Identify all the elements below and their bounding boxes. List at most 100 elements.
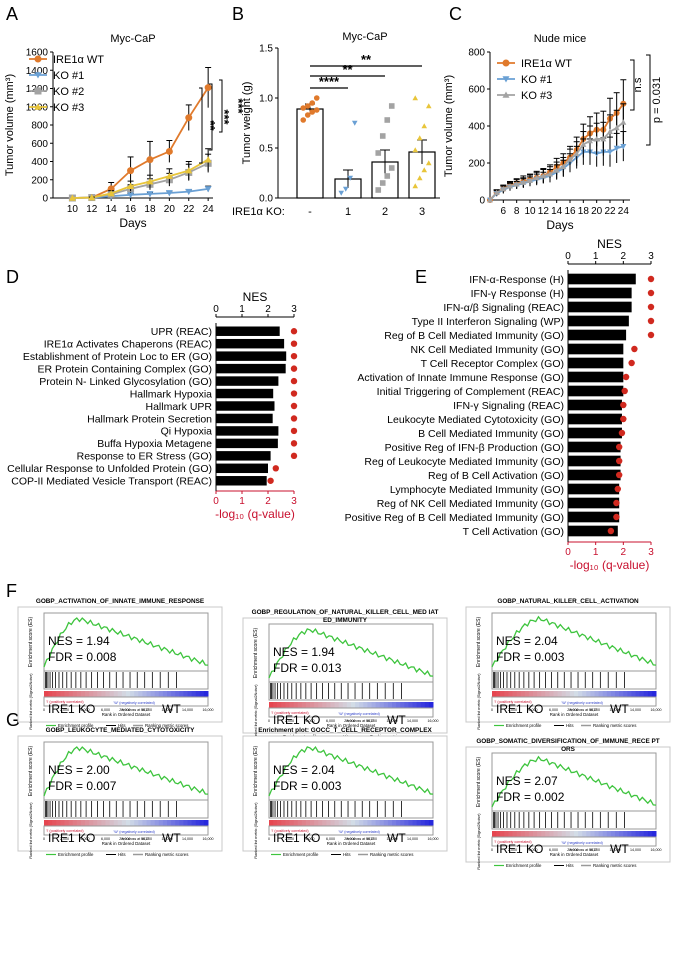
nes-tick-label: 2 xyxy=(621,251,627,262)
q-dot xyxy=(614,485,621,493)
rank-gradient xyxy=(541,691,546,697)
rank-gradient xyxy=(520,831,526,837)
legend-marker xyxy=(502,59,510,67)
category-label: IFN-γ Signaling (REAC) xyxy=(453,400,564,412)
y-tick-label: 600 xyxy=(468,85,485,96)
rank-tick-label: 8,000 xyxy=(122,708,131,712)
rank-gradient xyxy=(342,820,348,826)
data-point xyxy=(487,197,493,203)
rank-gradient xyxy=(64,820,70,826)
rank-gradient xyxy=(167,820,172,826)
category-label: 1 xyxy=(345,206,351,218)
rank-gradient xyxy=(277,820,282,826)
nes-value: NES = 2.00 xyxy=(48,763,110,777)
y-tick-label: 800 xyxy=(31,121,48,132)
rank-gradient xyxy=(142,820,147,826)
rank-gradient xyxy=(101,691,106,697)
legend-label: Hits xyxy=(566,723,574,728)
rank-gradient xyxy=(553,831,559,837)
negative-label: 'W' (negatively correlated) xyxy=(339,712,380,716)
x-axis-label: IRE1α KO: xyxy=(232,206,285,218)
rank-gradient xyxy=(651,691,657,697)
nes-tick-label: 1 xyxy=(239,304,245,315)
data-point xyxy=(165,147,173,155)
rank-gradient xyxy=(396,820,401,826)
zero-cross-label: Zero cross at 9617 xyxy=(119,708,149,712)
data-point xyxy=(560,163,567,170)
rank-tick-label: 6,000 xyxy=(326,837,335,841)
rank-gradient xyxy=(338,820,344,826)
q-tick-label: 1 xyxy=(239,496,245,507)
rank-gradient xyxy=(179,820,184,826)
q-dot xyxy=(290,440,298,447)
zero-cross-label: Zero cross at 9617 xyxy=(119,837,149,841)
x-tick-label: 16 xyxy=(125,204,137,215)
legend-label: KO #1 xyxy=(521,74,552,86)
rank-axis-label: Rank in Ordered Dataset xyxy=(102,712,151,717)
es-plot xyxy=(43,741,209,801)
q-tick-label: 0 xyxy=(565,547,571,558)
series-line xyxy=(72,158,209,199)
q-dot xyxy=(290,427,298,435)
rank-gradient xyxy=(504,691,509,697)
data-point xyxy=(421,167,428,173)
category-label: Reg of Leukocyte Mediated Immunity (GO) xyxy=(364,456,564,468)
rank-gradient xyxy=(606,691,612,697)
rank-gradient xyxy=(334,820,340,826)
rank-tick-label: 16,000 xyxy=(651,708,662,712)
data-point xyxy=(146,156,154,164)
y-tick-label: 1.0 xyxy=(259,94,273,105)
nes-bar xyxy=(568,525,618,537)
nes-bar xyxy=(568,315,629,327)
rank-gradient xyxy=(396,702,401,708)
y-tick-label: 400 xyxy=(468,122,485,133)
rank-gradient xyxy=(610,691,616,697)
category-label: Hallmark Protein Secretion xyxy=(87,413,212,425)
significance-bracket xyxy=(219,79,223,133)
q-axis-label: -log₁₀ (q-value) xyxy=(215,507,295,521)
nes-bar xyxy=(568,483,620,495)
data-point xyxy=(587,137,593,144)
nes-bar xyxy=(568,371,624,383)
nes-tick-label: 2 xyxy=(265,304,271,315)
gsea-title: GOBP_LEUKOCYTE_MEDIATED_CYTOTOXICITY xyxy=(46,727,196,734)
rank-gradient xyxy=(101,820,106,826)
data-point xyxy=(388,103,395,109)
q-tick-label: 0 xyxy=(213,496,219,507)
rank-tick-label: 8,000 xyxy=(122,837,131,841)
nes-bar xyxy=(216,401,275,411)
gsea-plot-4: GOBP_LEUKOCYTE_MEDIATED_CYTOTOXICITY Enri… xyxy=(17,727,223,859)
category-label: Cellular Response to Unfolded Protein (G… xyxy=(7,463,212,475)
category-label: Qi Hypoxia xyxy=(161,426,213,438)
category-label: T Cell Activation (GO) xyxy=(463,526,564,538)
x-axis-label: Days xyxy=(546,218,573,232)
nes-axis-label: NES xyxy=(597,237,622,251)
rank-gradient xyxy=(277,702,282,708)
nes-axis-label: NES xyxy=(243,290,268,304)
panel-label-g: G xyxy=(6,710,20,730)
rank-gradient xyxy=(191,820,197,826)
rank-gradient xyxy=(326,820,331,826)
rank-gradient xyxy=(586,831,591,837)
positive-label: 'I' (positively correlated) xyxy=(46,829,84,833)
ko-label: IRE1 KO xyxy=(48,702,95,716)
rank-gradient xyxy=(60,691,65,697)
rank-gradient xyxy=(85,820,90,826)
rank-gradient xyxy=(334,702,340,708)
line-chart-c: 0 200 400 600 800 6 8 10 12 14 16 18 20 22 24 Days Nude … xyxy=(443,33,663,232)
data-point xyxy=(553,167,560,173)
rank-gradient xyxy=(496,691,501,697)
data-point xyxy=(425,160,432,166)
rank-gradient xyxy=(48,820,53,826)
rank-gradient xyxy=(48,691,53,697)
rank-gradient xyxy=(424,820,430,826)
q-dot xyxy=(615,471,623,479)
es-axis-label: Enrichment score (ES) xyxy=(476,757,482,808)
data-point xyxy=(379,180,386,186)
nes-value: NES = 2.04 xyxy=(273,763,335,777)
rank-gradient xyxy=(557,691,563,697)
rank-gradient xyxy=(627,831,632,837)
metric-axis-label: Ranked list metric (Signal2Noise) xyxy=(254,684,258,741)
category-label: 2 xyxy=(382,206,388,218)
